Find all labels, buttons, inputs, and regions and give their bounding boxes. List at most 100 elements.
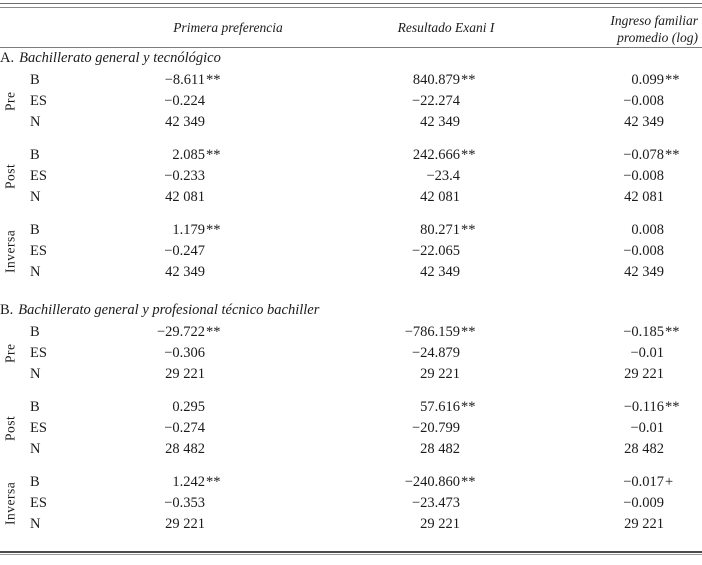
cell-exani-sig (460, 418, 484, 439)
col-header-ingreso-line2: promedio (log) (617, 30, 698, 45)
cell-primera-sig (205, 112, 227, 133)
cell-exani-value: −22.274 (411, 93, 460, 109)
table-row: ES −0.247 −22.065 −0.008 (0, 241, 702, 262)
cell-exani-value: 840.879 (412, 72, 460, 88)
cell-exani-value: 242.666 (412, 147, 460, 163)
cell-primera-sig (205, 439, 227, 460)
cell-ingreso-sig (664, 241, 686, 262)
cell-ingreso-sig (664, 112, 686, 133)
cell-primera-sig (205, 397, 227, 418)
cell-ingreso-sig (664, 493, 686, 514)
cell-ingreso-sig: ** (665, 399, 680, 415)
table-row: B −8.611 ** 840.879 ** 0.099 ** (0, 70, 702, 91)
cell-ingreso-value: 42 081 (624, 189, 664, 205)
table-row: N 42 081 42 081 42 081 (0, 187, 702, 208)
cell-primera-sig (205, 343, 227, 364)
row-label: ES (30, 420, 47, 436)
cell-primera-value: 1.242 (172, 474, 205, 490)
group-b-inversa: Inversa B 1.242 ** −240.860 ** −0.017 + … (0, 472, 702, 535)
cell-exani-value: 29 221 (420, 516, 460, 532)
cell-ingreso-sig: ** (665, 72, 680, 88)
row-label: N (30, 516, 41, 532)
cell-ingreso-value: 42 349 (624, 114, 664, 130)
table-row: N 28 482 28 482 28 482 (0, 439, 702, 460)
group-b-inversa-rotated-label: Inversa (2, 481, 18, 526)
table-header: Primera preferencia Resultado Exani I In… (0, 9, 702, 47)
bottom-rule (0, 551, 702, 555)
cell-exani-sig (460, 112, 484, 133)
cell-ingreso-value: −0.01 (630, 345, 664, 361)
row-label: B (30, 222, 40, 238)
table-row: ES −0.353 −23.473 −0.009 (0, 493, 702, 514)
cell-primera-value: −0.353 (164, 495, 205, 511)
cell-primera-value: −0.274 (164, 420, 205, 436)
cell-exani-value: 28 482 (420, 441, 460, 457)
cell-exani-value: −23.4 (426, 168, 460, 184)
section-b: B. Bachillerato general y profesional téc… (0, 300, 702, 535)
cell-ingreso-sig (664, 187, 686, 208)
cell-primera-value: −0.247 (164, 243, 205, 259)
cell-ingreso-sig (664, 220, 686, 241)
table-row: ES −0.233 −23.4 −0.008 (0, 166, 702, 187)
cell-ingreso-value: −0.009 (623, 495, 664, 511)
cell-ingreso-sig (664, 418, 686, 439)
cell-exani-value: −786.159 (404, 324, 460, 340)
cell-ingreso-value: 0.008 (631, 222, 664, 238)
cell-primera-sig (205, 493, 227, 514)
row-label: N (30, 189, 41, 205)
cell-exani-sig: ** (461, 474, 476, 490)
table-row: N 42 349 42 349 42 349 (0, 262, 702, 283)
cell-ingreso-value: −0.01 (630, 420, 664, 436)
cell-ingreso-sig (664, 439, 686, 460)
cell-primera-sig (205, 262, 227, 283)
cell-exani-sig: ** (461, 147, 476, 163)
cell-ingreso-sig (664, 364, 686, 385)
group-b-pre-rotated-label: Pre (2, 343, 18, 364)
cell-ingreso-value: 29 221 (624, 516, 664, 532)
group-a-pre-rotated-label: Pre (2, 91, 18, 112)
cell-ingreso-sig (664, 166, 686, 187)
cell-ingreso-value: −0.008 (623, 168, 664, 184)
col-header-ingreso-familiar: Ingreso familiar promedio (log) (528, 9, 698, 47)
cell-primera-value: −0.233 (164, 168, 205, 184)
table-row: ES −0.224 −22.274 −0.008 (0, 91, 702, 112)
row-label: B (30, 474, 40, 490)
cell-ingreso-value: −0.008 (623, 243, 664, 259)
row-label: ES (30, 168, 47, 184)
cell-exani-sig (460, 364, 484, 385)
cell-primera-value: 29 221 (165, 366, 205, 382)
cell-ingreso-sig (664, 514, 686, 535)
cell-ingreso-value: 42 349 (624, 264, 664, 280)
section-a: A. Bachillerato general y tecnólógico Pre… (0, 48, 702, 283)
cell-exani-value: 29 221 (420, 366, 460, 382)
cell-exani-sig (460, 493, 484, 514)
cell-exani-sig: ** (461, 399, 476, 415)
cell-primera-sig (205, 514, 227, 535)
table-body: A. Bachillerato general y tecnólógico Pre… (0, 48, 702, 547)
cell-exani-sig: ** (461, 72, 476, 88)
cell-primera-sig (205, 241, 227, 262)
table-row: B 1.179 ** 80.271 ** 0.008 (0, 220, 702, 241)
cell-exani-sig: ** (461, 324, 476, 340)
cell-primera-value: 42 081 (165, 189, 205, 205)
row-label: N (30, 366, 41, 382)
table-row: B 2.085 ** 242.666 ** −0.078 ** (0, 145, 702, 166)
col-header-ingreso-line1: Ingreso familiar (610, 13, 698, 28)
cell-exani-sig (460, 262, 484, 283)
cell-primera-value: −29.722 (156, 324, 205, 340)
cell-primera-value: −8.611 (164, 72, 205, 88)
cell-primera-sig (205, 364, 227, 385)
cell-ingreso-sig (664, 91, 686, 112)
cell-exani-value: −240.860 (404, 474, 460, 490)
table-row: N 29 221 29 221 29 221 (0, 364, 702, 385)
group-b-post: Post B 0.295 57.616 ** −0.116 ** ES −0.2… (0, 397, 702, 460)
table-row: N 29 221 29 221 29 221 (0, 514, 702, 535)
cell-exani-sig (460, 241, 484, 262)
cell-exani-sig: ** (461, 222, 476, 238)
cell-primera-value: 42 349 (165, 264, 205, 280)
row-label: B (30, 147, 40, 163)
cell-exani-sig (460, 343, 484, 364)
cell-ingreso-sig: ** (665, 147, 680, 163)
col-header-primera-preferencia: Primera preferencia (173, 20, 283, 35)
